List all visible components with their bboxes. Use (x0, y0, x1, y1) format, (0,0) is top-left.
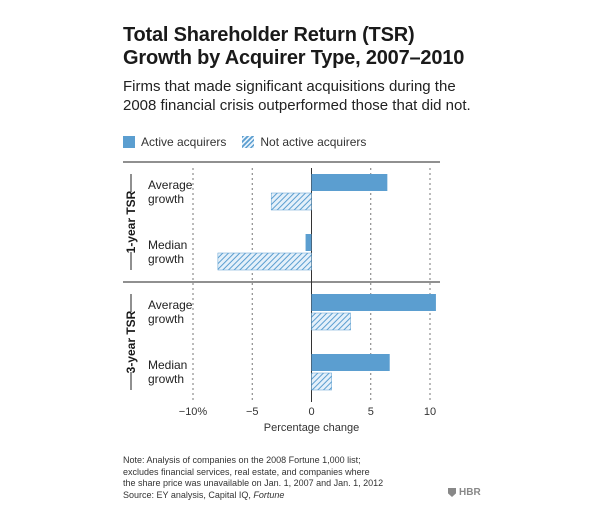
x-tick-label: −5 (246, 406, 259, 418)
row-label: Average (148, 178, 193, 192)
note-line-3: the share price was unavailable on Jan. … (123, 478, 384, 488)
row-label: Average (148, 298, 193, 312)
bar-active (311, 354, 390, 371)
note-line-1: Note: Analysis of companies on the 2008 … (123, 455, 361, 465)
x-tick-label: 10 (424, 406, 436, 418)
x-tick-label: 5 (368, 406, 374, 418)
bar-not-active (270, 192, 312, 211)
legend: Active acquirers Not active acquirers (123, 134, 382, 150)
note-line-2: excludes financial services, real estate… (123, 466, 370, 477)
row-label: Median (148, 238, 187, 252)
group-label: 1-year TSR (124, 190, 138, 253)
bars (217, 174, 436, 391)
legend-label-not-active: Not active acquirers (260, 135, 367, 149)
chart-title: Total Shareholder Return (TSR) Growth by… (123, 24, 503, 70)
group-labels: 1-year TSR 3-year TSR (124, 174, 138, 390)
row-label: growth (148, 312, 184, 326)
x-tick-label: 0 (308, 406, 314, 418)
legend-item-not-active: Not active acquirers (242, 135, 366, 149)
row-label: Median (148, 358, 187, 372)
legend-swatch-not-active (242, 136, 255, 148)
title-line-1: Total Shareholder Return (TSR) (123, 24, 415, 46)
bar-not-active (217, 252, 312, 271)
bar-not-active (311, 372, 332, 391)
bar-active (311, 294, 436, 311)
row-label: growth (148, 252, 184, 266)
bar-not-active (311, 312, 351, 331)
shield-icon (448, 488, 456, 497)
bar-active (305, 234, 312, 251)
legend-label-active: Active acquirers (141, 135, 227, 149)
row-label: growth (148, 372, 184, 386)
legend-swatch-active (123, 136, 135, 148)
x-axis: −10% −5 0 5 10 Percentage change (179, 406, 436, 434)
footnote: Note: Analysis of companies on the 2008 … (123, 455, 403, 501)
source-line: Source: EY analysis, Capital IQ, Fortune (123, 490, 403, 502)
x-axis-label: Percentage change (264, 422, 359, 434)
legend-item-active: Active acquirers (123, 135, 226, 149)
group-label: 3-year TSR (124, 310, 138, 373)
subtitle-line-2: 2008 financial crisis outperformed those… (123, 97, 471, 114)
logo-text: HBR (459, 487, 481, 498)
chart-subtitle: Firms that made significant acquisitions… (123, 77, 503, 115)
subtitle-line-1: Firms that made significant acquisitions… (123, 78, 456, 95)
row-label: growth (148, 192, 184, 206)
hbr-logo: HBR (448, 487, 481, 498)
source-prefix: Source: EY analysis, Capital IQ, (123, 489, 251, 500)
title-line-2: Growth by Acquirer Type, 2007–2010 (123, 47, 465, 69)
x-tick-label: −10% (179, 406, 208, 418)
source-italic: Fortune (253, 489, 285, 500)
bar-active (311, 174, 388, 191)
row-labels: AveragegrowthMediangrowthAveragegrowthMe… (148, 178, 193, 386)
